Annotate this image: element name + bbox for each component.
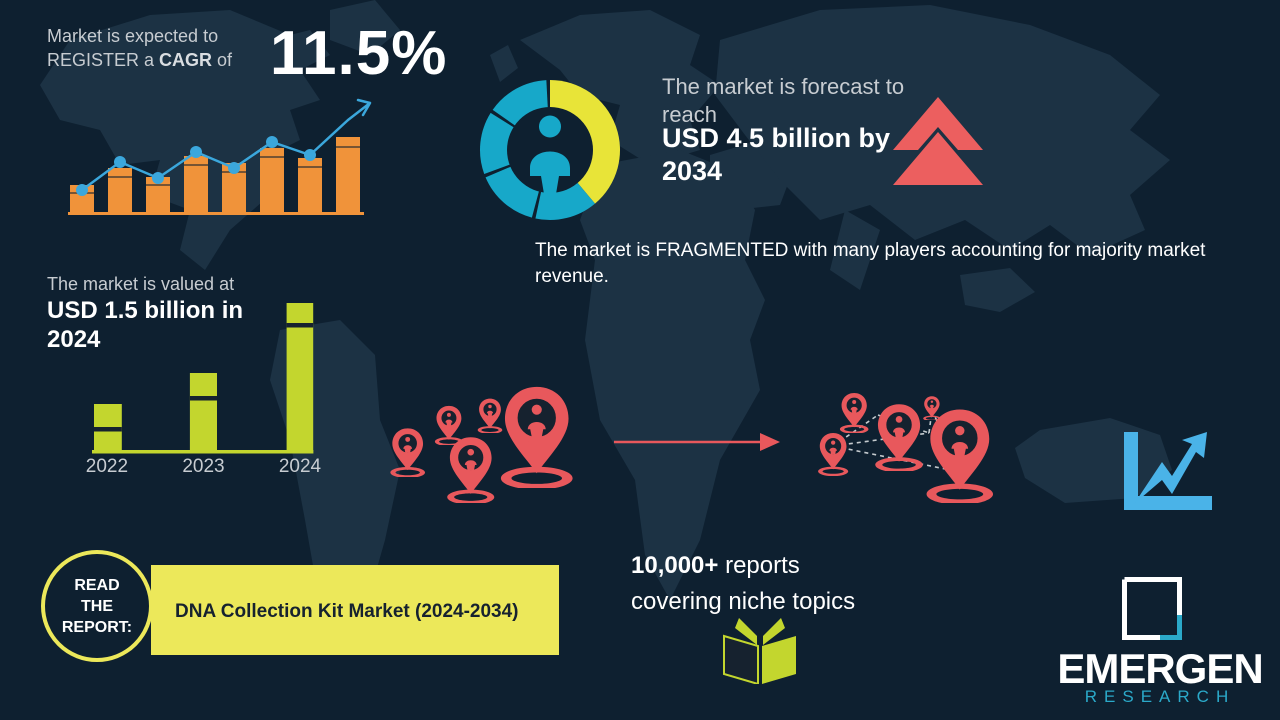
svg-text:2022: 2022 bbox=[86, 456, 128, 477]
svg-text:2024: 2024 bbox=[279, 456, 322, 477]
svg-text:2023: 2023 bbox=[182, 456, 224, 477]
